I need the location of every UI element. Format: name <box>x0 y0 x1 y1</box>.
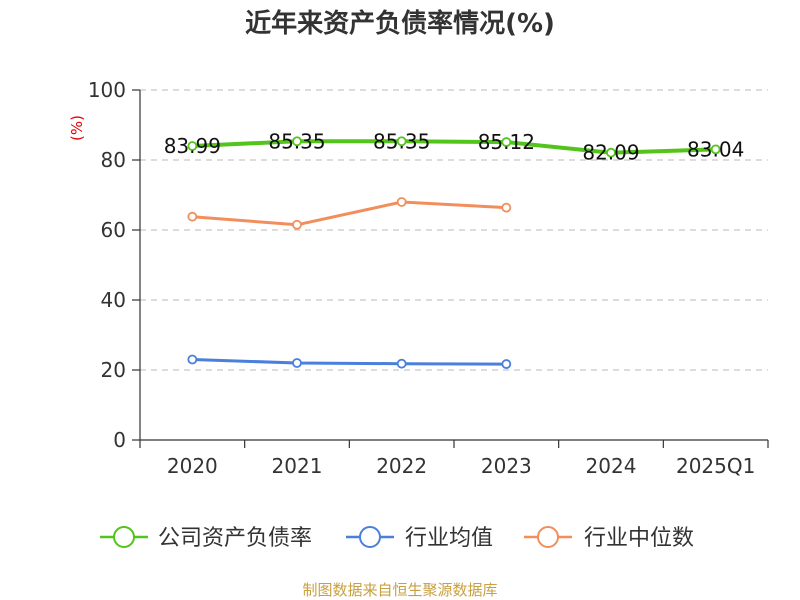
series-line-2 <box>190 358 508 366</box>
data-point[interactable] <box>396 136 407 147</box>
data-source-note: 制图数据来自恒生聚源数据库 <box>302 581 497 599</box>
data-point[interactable] <box>710 144 721 155</box>
data-label: 83.99 <box>164 134 221 158</box>
gridlines <box>140 89 768 371</box>
data-point[interactable] <box>396 197 407 207</box>
legend-label: 公司资产负债率 <box>158 526 312 551</box>
legend-item-3[interactable]: 行业中位数 <box>524 526 694 551</box>
data-point[interactable] <box>292 358 302 368</box>
y-axis-unit-label: (%) <box>68 115 86 141</box>
x-tick-label: 2023 <box>481 454 532 478</box>
y-tick-label: 60 <box>101 218 126 242</box>
data-point[interactable] <box>187 354 198 365</box>
legend-marker <box>537 526 559 548</box>
y-tick-label: 100 <box>88 78 126 102</box>
legend-item-1[interactable]: 公司资产负债率 <box>100 526 312 551</box>
data-label: 85.35 <box>268 129 325 153</box>
data-point[interactable] <box>501 359 512 369</box>
data-point[interactable] <box>501 137 512 147</box>
data-label: 85.35 <box>373 129 430 153</box>
legend-marker <box>113 526 135 548</box>
series-line-3 <box>190 200 508 227</box>
x-tick-label: 2024 <box>586 454 637 478</box>
data-point[interactable] <box>187 141 198 151</box>
y-tick-label: 0 <box>113 428 126 452</box>
data-point[interactable] <box>606 147 616 158</box>
data-label: 85.12 <box>478 130 535 154</box>
data-point[interactable] <box>292 136 302 147</box>
x-tick-label: 2025Q1 <box>676 454 755 478</box>
legend-label: 行业中位数 <box>584 526 694 551</box>
data-point[interactable] <box>187 211 198 222</box>
chart-title: 近年来资产负债率情况(%) <box>245 8 555 39</box>
data-point[interactable] <box>292 219 302 230</box>
legend-marker <box>359 526 381 548</box>
x-tick-label: 2021 <box>272 454 323 478</box>
x-tick-label: 2022 <box>376 454 427 478</box>
y-tick-label: 80 <box>101 148 126 172</box>
data-label: 82.09 <box>582 141 639 165</box>
data-point[interactable] <box>396 358 407 369</box>
y-tick-label: 20 <box>101 358 126 382</box>
x-tick-label: 2020 <box>167 454 218 478</box>
series-line-1 <box>190 139 718 155</box>
data-label: 83.04 <box>687 137 744 161</box>
y-tick-label: 40 <box>101 288 126 312</box>
data-point[interactable] <box>501 202 512 213</box>
axes: 0 20 40 60 80 100 2020 2021 2022 2023 2024 2025Q1 <box>88 78 769 478</box>
legend[interactable]: 公司资产负债率 行业均值 行业中位数 <box>100 526 694 551</box>
series-lines: 83.99 85.35 85.35 85.12 82.09 83.04 <box>164 129 744 369</box>
legend-item-2[interactable]: 行业均值 <box>346 526 493 551</box>
legend-label: 行业均值 <box>405 526 493 551</box>
